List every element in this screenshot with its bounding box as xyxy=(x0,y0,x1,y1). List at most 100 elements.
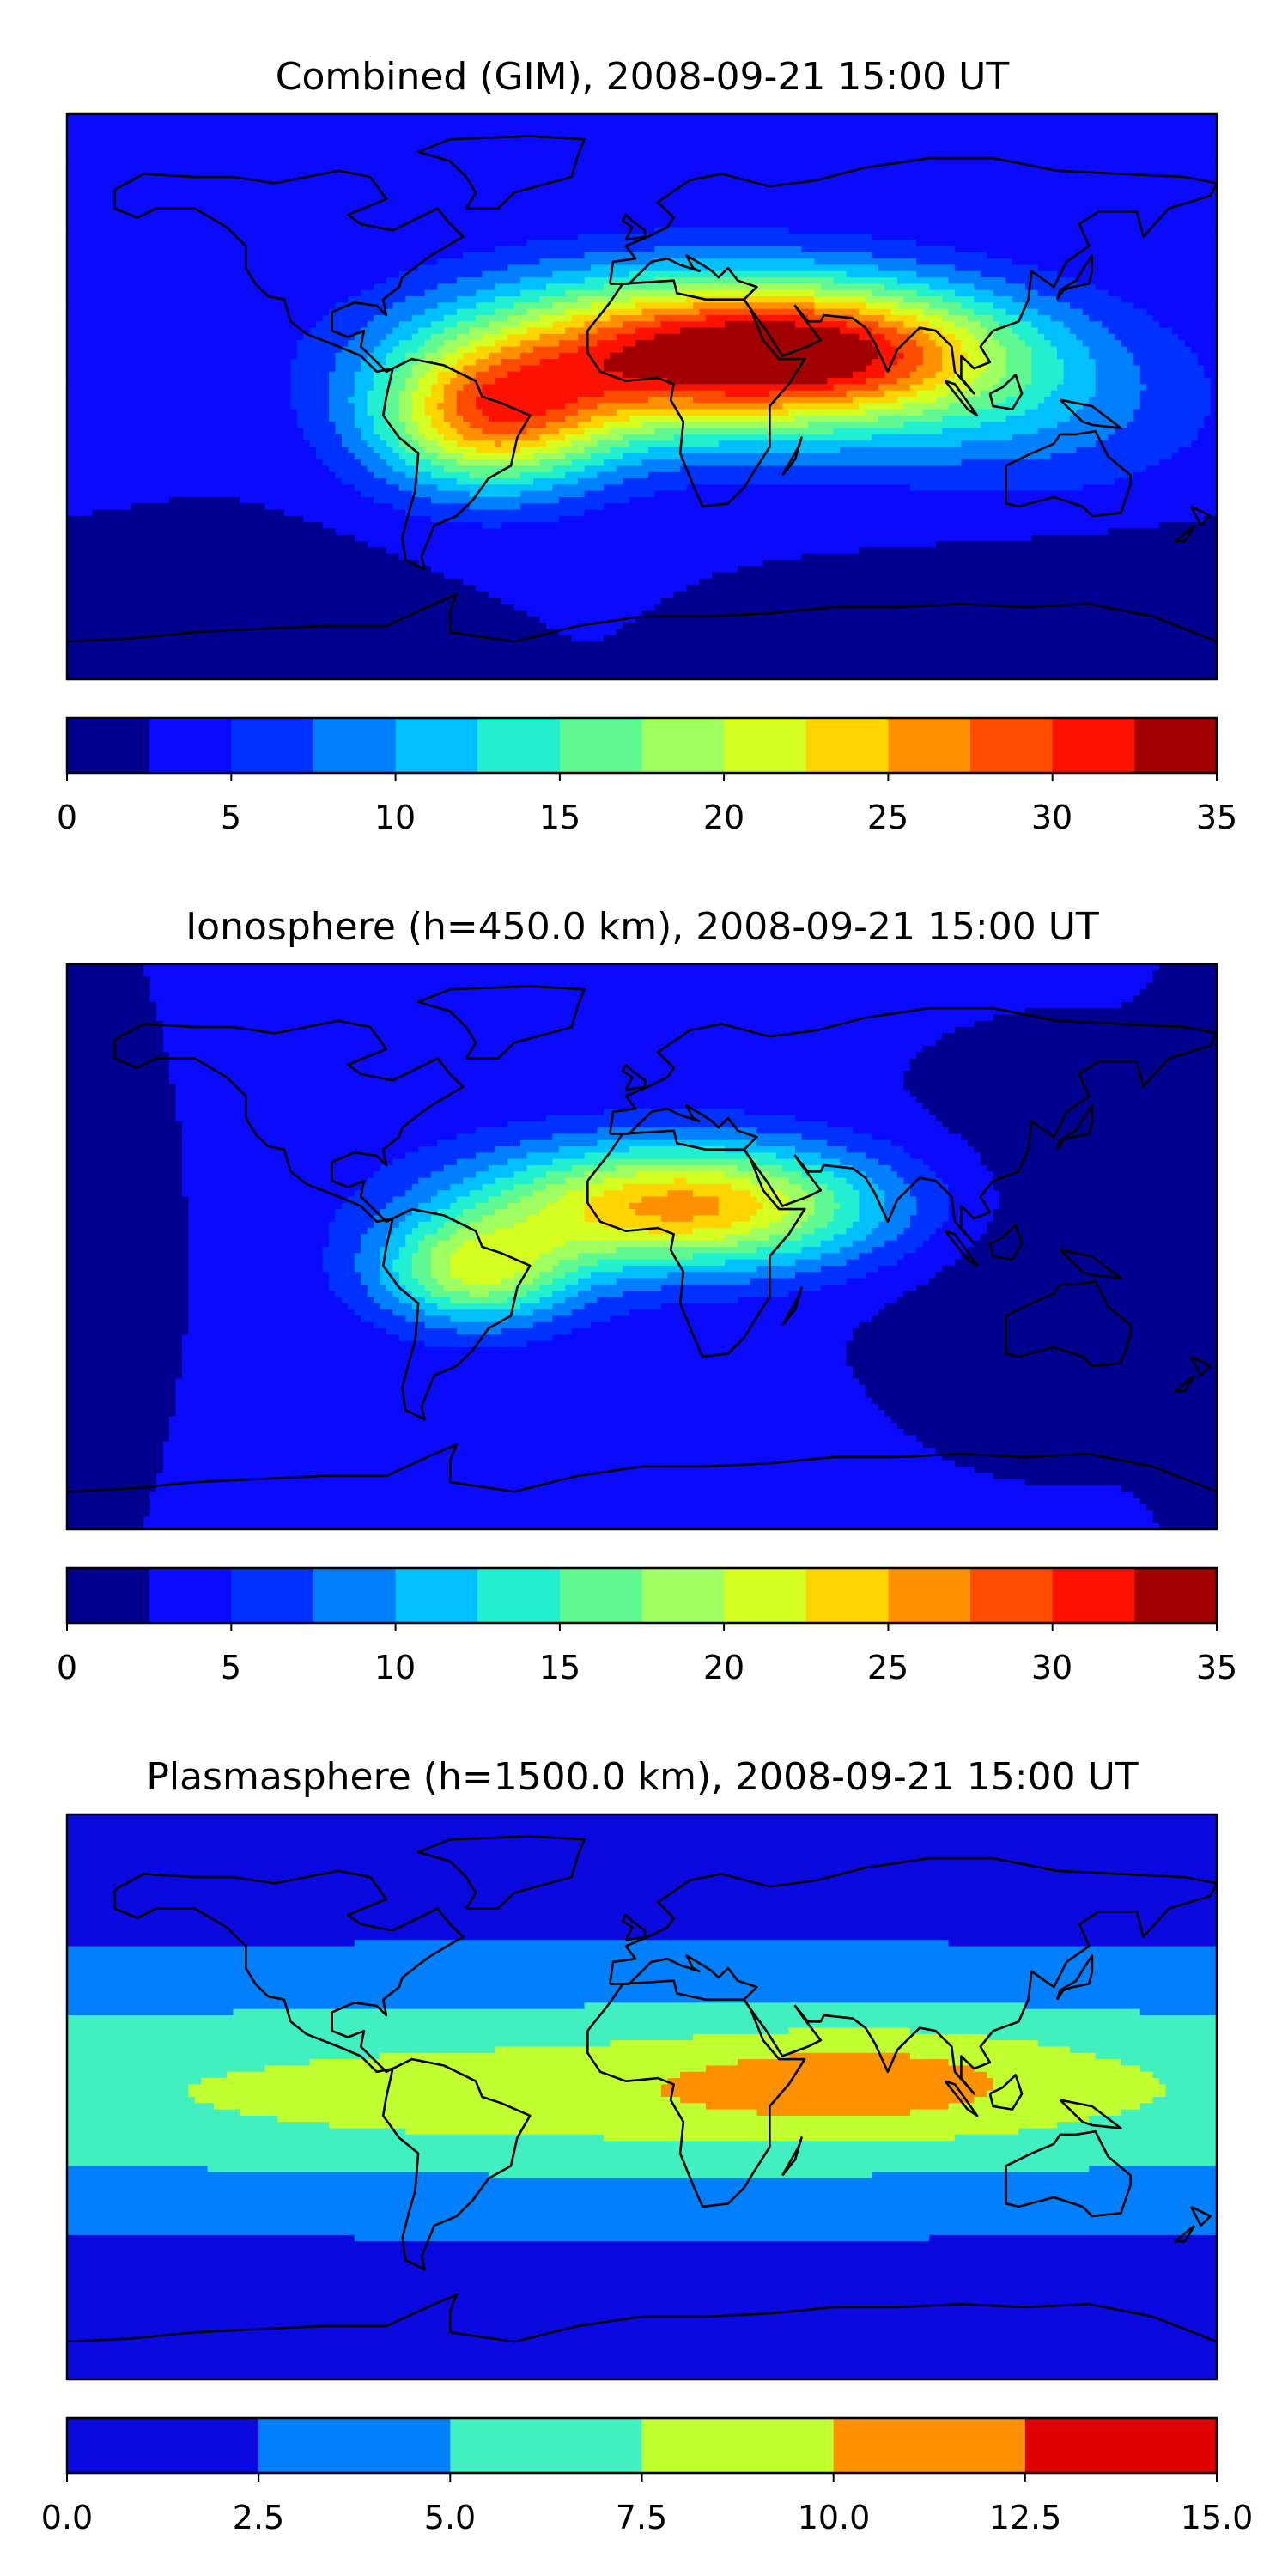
contour-cell xyxy=(846,1346,1217,1354)
contour-cell xyxy=(405,1234,426,1242)
contour-cell xyxy=(361,459,387,467)
contour-cell xyxy=(67,1291,189,1298)
contour-cell xyxy=(1204,422,1217,429)
contour-cell xyxy=(520,503,605,511)
contour-cell xyxy=(909,1183,950,1191)
contour-cell xyxy=(641,1196,720,1204)
map-frame xyxy=(65,112,1218,681)
coastline xyxy=(944,380,979,417)
colorbar-frame xyxy=(65,716,1218,775)
contour-cell xyxy=(769,1253,822,1261)
contour-cell xyxy=(603,359,872,367)
contour-cell xyxy=(322,459,361,467)
contour-cell xyxy=(181,1146,419,1153)
contour-cell xyxy=(545,409,579,416)
contour-cell xyxy=(392,378,406,385)
contour-cell xyxy=(942,359,963,367)
contour-cell xyxy=(67,1278,189,1285)
contour-cell xyxy=(1165,2084,1217,2092)
contour-cell xyxy=(782,1240,822,1248)
contour-cell xyxy=(980,340,1000,348)
contour-cell xyxy=(1024,302,1071,310)
contour-cell xyxy=(872,1133,963,1141)
contour-cell xyxy=(635,1209,720,1217)
contour-cell xyxy=(603,1177,675,1185)
contour-cell xyxy=(303,428,337,435)
coastline xyxy=(1174,2224,1196,2243)
contour-cell xyxy=(705,2065,975,2073)
colorbar-segment xyxy=(724,1568,807,1623)
contour-cell xyxy=(801,1133,872,1141)
contour-cell xyxy=(67,2184,1217,2192)
contour-cell xyxy=(456,371,477,379)
contour-cell xyxy=(67,2222,1217,2230)
contour-cell xyxy=(188,1278,330,1285)
contour-cell xyxy=(67,2008,234,2016)
contour-cell xyxy=(935,541,1217,549)
contour-cell xyxy=(67,1996,1217,2003)
contour-cell xyxy=(865,1171,898,1179)
contour-cell xyxy=(181,1340,426,1348)
contour-cell xyxy=(533,1177,566,1185)
contour-cell xyxy=(725,1234,770,1242)
contour-cell xyxy=(67,1121,183,1128)
contour-cell xyxy=(67,490,361,498)
contour-cell xyxy=(188,1234,330,1242)
contour-cell xyxy=(846,1340,1217,1348)
contour-cell xyxy=(335,1291,368,1298)
contour-cell xyxy=(341,1202,387,1210)
contour-cell xyxy=(361,1272,381,1279)
contour-cell xyxy=(67,2247,1217,2255)
contour-cell xyxy=(437,453,464,460)
contour-cell xyxy=(1005,365,1032,373)
contour-cell xyxy=(610,428,655,435)
contour-cell xyxy=(827,1121,943,1128)
contour-cell xyxy=(335,471,374,479)
contour-cell xyxy=(405,509,586,517)
contour-cell xyxy=(1095,440,1192,448)
contour-cell xyxy=(526,1164,573,1172)
contour-cell xyxy=(67,647,1217,655)
contour-cell xyxy=(67,397,291,404)
contour-cell xyxy=(67,132,1217,140)
contour-cell xyxy=(67,1403,177,1411)
contour-cell xyxy=(361,1315,406,1323)
contour-cell xyxy=(67,1027,164,1035)
contour-cell xyxy=(980,321,1000,329)
contour-cell xyxy=(878,1403,1217,1411)
contour-cell xyxy=(405,1215,432,1223)
contour-cell xyxy=(392,302,439,310)
contour-cell xyxy=(872,359,898,367)
contour-cell xyxy=(67,2103,215,2111)
contour-cell xyxy=(418,1240,439,1248)
contour-cell xyxy=(456,1196,489,1204)
contour-cell xyxy=(974,1466,1217,1473)
contour-cell xyxy=(539,434,566,441)
contour-cell xyxy=(942,1033,1217,1041)
contour-cell xyxy=(987,365,1007,373)
contour-cell xyxy=(1159,522,1217,530)
colorbar-segment xyxy=(1024,2418,1218,2473)
contour-cell xyxy=(1191,346,1217,354)
contour-cell xyxy=(67,1071,170,1078)
contour-cell xyxy=(476,371,508,379)
coastline xyxy=(1190,2205,1212,2227)
contour-cell xyxy=(67,2059,311,2067)
contour-cell xyxy=(820,1284,917,1291)
contour-cell xyxy=(67,403,291,410)
contour-cell xyxy=(993,403,1039,410)
contour-cell xyxy=(374,314,413,322)
contour-cell xyxy=(903,422,981,429)
contour-cell xyxy=(1031,352,1058,360)
contour-cell xyxy=(974,283,1026,291)
contour-cell xyxy=(431,1259,451,1267)
tick-label: 10 xyxy=(374,1649,416,1686)
contour-cell xyxy=(846,1228,872,1235)
contour-cell xyxy=(712,572,1217,580)
contour-cell xyxy=(993,384,1026,392)
contour-cell xyxy=(469,1221,515,1229)
contour-cell xyxy=(1037,289,1109,297)
contour-cell xyxy=(67,478,343,485)
contour-cell xyxy=(533,346,579,354)
